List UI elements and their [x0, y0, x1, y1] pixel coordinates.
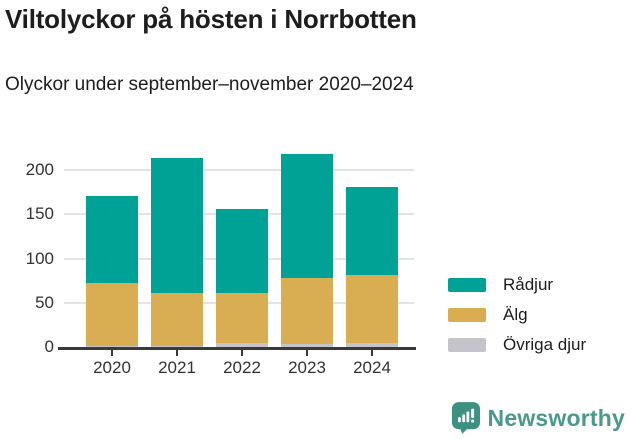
bar-segment-2022-Rådjur: [216, 209, 268, 294]
bar-segment-2023-Rådjur: [281, 154, 333, 279]
legend-swatch: [448, 278, 486, 292]
bar-segment-2021-Övriga djur: [151, 346, 203, 347]
bar-segment-2020-Älg: [86, 283, 138, 347]
y-tick-label: 0: [44, 337, 54, 356]
x-axis-line: [58, 347, 416, 350]
gridline-200: [64, 169, 414, 172]
bar-segment-2024-Rådjur: [346, 186, 398, 276]
legend: Rådjur Älg Övriga djur: [448, 270, 586, 360]
x-tick-label: 2024: [353, 358, 391, 377]
legend-item: Övriga djur: [448, 330, 586, 360]
x-tick-label: 2023: [288, 358, 326, 377]
bar-segment-2023-Älg: [281, 278, 333, 345]
y-tick-label: 150: [25, 204, 54, 224]
chart-title: Viltolyckor på hösten i Norrbotten: [5, 4, 417, 34]
bar-segment-2021-Rådjur: [151, 157, 203, 294]
x-tick-mark: [371, 350, 373, 356]
x-tick-label: 2021: [158, 358, 196, 377]
legend-label: Älg: [503, 305, 528, 324]
y-tick-label: 50: [35, 292, 54, 312]
bar-segment-2022-Övriga djur: [216, 343, 268, 347]
bar-segment-2021-Älg: [151, 293, 203, 347]
x-tick-mark: [111, 350, 113, 356]
legend-label: Övriga djur: [503, 335, 587, 354]
y-tick-label: 100: [25, 248, 54, 268]
legend-item: Älg: [448, 300, 586, 330]
x-tick-label: 2020: [93, 358, 131, 377]
brand-footer: Newsworthy: [451, 402, 625, 434]
bar-segment-2024-Älg: [346, 275, 398, 344]
x-tick-mark: [241, 350, 243, 356]
legend-item: Rådjur: [448, 270, 586, 300]
bar-segment-2022-Älg: [216, 293, 268, 344]
x-tick-mark: [306, 350, 308, 356]
stacked-bar-chart: 0 50 100 150 200 2020 2021 2022 2023 2024 Rådjur…: [0, 130, 631, 390]
bar-segment-2023-Övriga djur: [281, 344, 333, 347]
brand-name: Newsworthy: [487, 404, 625, 431]
newsworthy-logo-icon: [451, 402, 480, 434]
x-tick-label: 2022: [223, 358, 261, 377]
legend-swatch: [448, 338, 486, 352]
x-tick-mark: [176, 350, 178, 356]
legend-swatch: [448, 308, 486, 322]
chart-subtitle: Olyckor under september–november 2020–20…: [5, 74, 414, 95]
y-tick-label: 200: [25, 160, 54, 180]
bar-segment-2020-Övriga djur: [86, 346, 138, 347]
plot-area: [64, 148, 414, 347]
bar-segment-2020-Rådjur: [86, 195, 138, 284]
bar-segment-2024-Övriga djur: [346, 343, 398, 347]
legend-label: Rådjur: [503, 275, 554, 294]
